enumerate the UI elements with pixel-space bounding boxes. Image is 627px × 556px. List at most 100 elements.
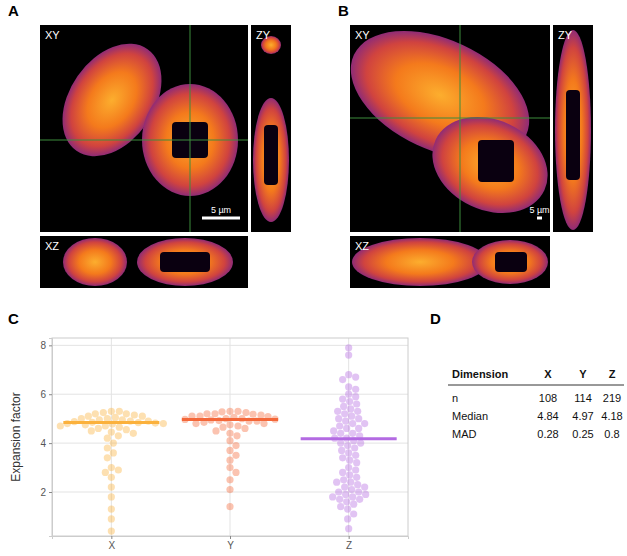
point bbox=[335, 488, 342, 495]
crosshair bbox=[190, 25, 191, 232]
point bbox=[338, 447, 345, 454]
point bbox=[343, 425, 350, 432]
image-content bbox=[40, 25, 248, 232]
point bbox=[108, 408, 115, 415]
micrograph-panel: B5 µmXYZYXZ bbox=[331, 2, 593, 288]
point bbox=[112, 414, 119, 421]
column-header: X bbox=[544, 368, 552, 380]
point bbox=[226, 447, 233, 454]
point bbox=[355, 488, 362, 495]
axis-line bbox=[53, 537, 409, 540]
point bbox=[352, 466, 359, 473]
point bbox=[233, 432, 240, 439]
scale-bar bbox=[537, 217, 542, 220]
x-axis: XYZ bbox=[53, 536, 409, 551]
point bbox=[108, 464, 115, 471]
point bbox=[85, 413, 92, 420]
point bbox=[337, 430, 344, 437]
point bbox=[102, 469, 109, 476]
point bbox=[218, 408, 225, 415]
tick-mark bbox=[49, 443, 52, 444]
panel-label: A bbox=[8, 2, 19, 19]
point bbox=[352, 452, 359, 459]
column-header: Z bbox=[609, 368, 616, 380]
point bbox=[260, 420, 267, 427]
point bbox=[357, 440, 364, 447]
table-cell: 4.18 bbox=[601, 410, 622, 422]
tick: 4 bbox=[40, 438, 52, 449]
image-view bbox=[350, 236, 550, 288]
point bbox=[226, 430, 233, 437]
view-label: ZY bbox=[256, 29, 271, 41]
tick: 8 bbox=[40, 340, 52, 351]
point bbox=[232, 452, 239, 459]
point bbox=[104, 454, 111, 461]
image-content bbox=[350, 25, 550, 232]
cell-void bbox=[160, 252, 210, 272]
tick-mark bbox=[49, 345, 52, 346]
point bbox=[351, 444, 358, 451]
point bbox=[226, 421, 233, 428]
table-cell: 0.28 bbox=[537, 428, 558, 440]
point bbox=[339, 396, 346, 403]
point bbox=[345, 383, 352, 390]
point bbox=[226, 476, 233, 483]
table-cell: Median bbox=[452, 410, 488, 422]
point bbox=[104, 444, 111, 451]
data-marks bbox=[57, 344, 397, 535]
cell bbox=[63, 238, 127, 286]
point bbox=[334, 408, 341, 415]
tick: 6 bbox=[40, 389, 52, 400]
point bbox=[340, 403, 347, 410]
cell bbox=[555, 30, 591, 230]
point bbox=[131, 411, 138, 418]
table-cell: 0.25 bbox=[572, 428, 593, 440]
point bbox=[355, 425, 362, 432]
point bbox=[108, 429, 115, 436]
image-view bbox=[40, 236, 248, 288]
point bbox=[356, 496, 363, 503]
point bbox=[249, 411, 256, 418]
cell-void bbox=[495, 252, 527, 272]
point bbox=[226, 464, 233, 471]
point bbox=[348, 413, 355, 420]
point bbox=[336, 496, 343, 503]
image-view bbox=[40, 25, 248, 232]
tick-label: 4 bbox=[40, 438, 46, 449]
point bbox=[104, 435, 111, 442]
point bbox=[346, 471, 353, 478]
tick-label: 8 bbox=[40, 340, 46, 351]
point bbox=[353, 459, 360, 466]
point bbox=[344, 515, 351, 522]
point bbox=[115, 432, 122, 439]
point bbox=[211, 410, 218, 417]
point bbox=[92, 410, 99, 417]
point bbox=[242, 409, 249, 416]
point bbox=[345, 371, 352, 378]
image-content bbox=[352, 238, 548, 286]
point bbox=[339, 376, 346, 383]
panel-label: B bbox=[338, 2, 349, 19]
scale-bar bbox=[202, 217, 240, 220]
point bbox=[340, 476, 347, 483]
tick-label: Y bbox=[227, 540, 234, 551]
point bbox=[226, 408, 233, 415]
point bbox=[57, 422, 64, 429]
view-label: XZ bbox=[45, 240, 59, 252]
point bbox=[345, 525, 352, 532]
point bbox=[347, 405, 354, 412]
point bbox=[354, 408, 361, 415]
table-cell: 219 bbox=[603, 392, 621, 404]
point bbox=[257, 411, 264, 418]
y-axis: 2468 bbox=[40, 339, 52, 537]
point bbox=[100, 409, 107, 416]
point bbox=[341, 484, 348, 491]
column-header: Dimension bbox=[452, 368, 509, 380]
point bbox=[346, 398, 353, 405]
point bbox=[352, 386, 359, 393]
table-cell: n bbox=[452, 392, 458, 404]
point bbox=[342, 491, 349, 498]
point bbox=[88, 427, 95, 434]
point bbox=[349, 493, 356, 500]
point bbox=[219, 424, 226, 431]
